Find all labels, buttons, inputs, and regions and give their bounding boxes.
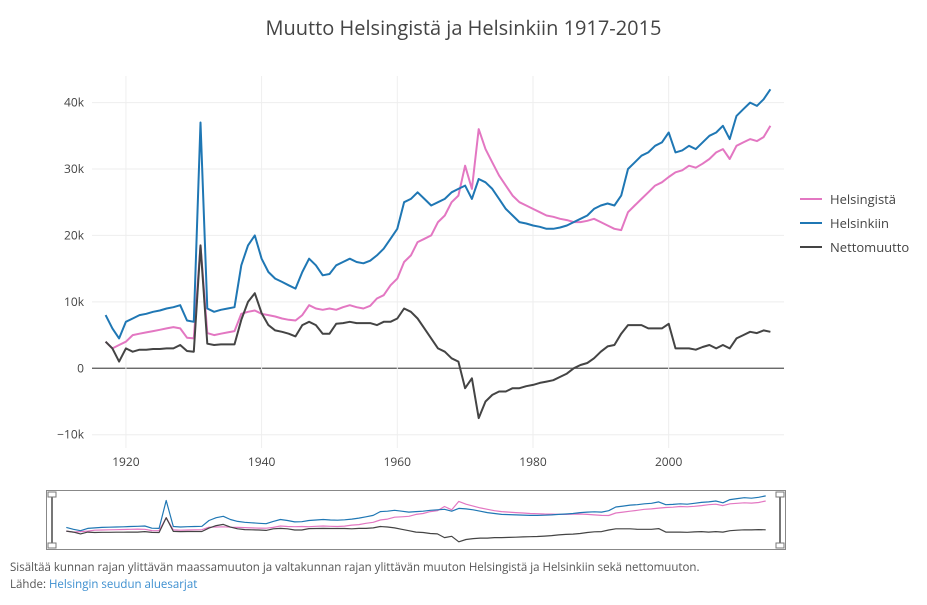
svg-text:40k: 40k [64, 94, 85, 111]
main-chart[interactable]: −10k 0 10k 20k 30k 40k 1920 1940 1960 1980 2000 [46, 70, 786, 470]
legend-label: Helsinkiin [830, 214, 889, 232]
chart-title: Muutto Helsingistä ja Helsinkiin 1917-20… [0, 0, 927, 41]
legend-item[interactable]: Helsinkiin [800, 214, 909, 232]
svg-text:1940: 1940 [248, 453, 276, 470]
chart-container: Muutto Helsingistä ja Helsinkiin 1917-20… [0, 0, 927, 605]
legend-label: Helsingistä [830, 190, 896, 208]
svg-text:1960: 1960 [384, 453, 412, 470]
svg-text:10k: 10k [64, 293, 85, 310]
svg-text:1920: 1920 [112, 453, 140, 470]
legend-item[interactable]: Helsingistä [800, 190, 909, 208]
svg-text:30k: 30k [64, 160, 85, 177]
rangeslider-svg [46, 490, 786, 550]
chart-caption: Sisältää kunnan rajan ylittävän maassamu… [10, 560, 917, 593]
main-chart-svg: −10k 0 10k 20k 30k 40k 1920 1940 1960 1980 2000 [46, 70, 786, 470]
legend-swatch [800, 246, 822, 248]
legend-swatch [800, 222, 822, 224]
legend: Helsingistä Helsinkiin Nettomuutto [800, 190, 909, 262]
svg-text:0: 0 [77, 359, 84, 376]
rangeslider[interactable] [46, 490, 786, 550]
svg-text:−10k: −10k [57, 426, 85, 443]
svg-text:2000: 2000 [655, 453, 683, 470]
svg-text:1980: 1980 [519, 453, 547, 470]
legend-swatch [800, 198, 822, 200]
legend-item[interactable]: Nettomuutto [800, 238, 909, 256]
caption-source-link[interactable]: Helsingin seudun aluesarjat [49, 577, 197, 592]
svg-text:20k: 20k [64, 226, 85, 243]
legend-label: Nettomuutto [830, 238, 909, 256]
